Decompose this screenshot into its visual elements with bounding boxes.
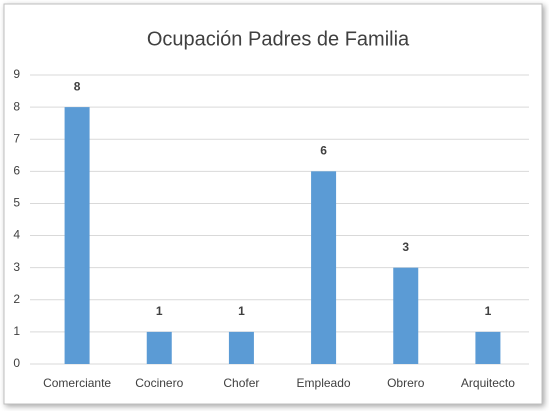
bar <box>475 331 501 364</box>
data-label: 3 <box>402 240 409 254</box>
bar <box>228 331 254 364</box>
y-tick-label: 7 <box>13 131 20 145</box>
chart-frame <box>3 3 543 405</box>
x-tick-label: Chofer <box>223 376 259 390</box>
x-tick-label: Cocinero <box>135 376 183 390</box>
data-label: 1 <box>156 304 163 318</box>
y-tick-label: 5 <box>13 196 20 210</box>
y-tick-label: 4 <box>13 228 20 242</box>
data-label: 6 <box>320 144 327 158</box>
data-label: 1 <box>485 304 492 318</box>
y-tick-label: 1 <box>13 324 20 338</box>
y-tick-label: 3 <box>13 260 20 274</box>
data-label: 8 <box>74 79 81 93</box>
x-tick-label: Comerciante <box>43 376 111 390</box>
y-tick-label: 6 <box>13 164 20 178</box>
y-tick-label: 9 <box>13 67 20 81</box>
bar <box>64 107 90 364</box>
data-label: 1 <box>238 304 245 318</box>
x-tick-label: Arquitecto <box>461 376 515 390</box>
bar <box>146 331 172 364</box>
x-tick-label: Empleado <box>297 376 351 390</box>
chart-title: Ocupación Padres de Familia <box>147 28 410 50</box>
y-tick-label: 8 <box>13 99 20 113</box>
x-tick-label: Obrero <box>387 376 425 390</box>
bar <box>311 171 337 364</box>
y-tick-label: 2 <box>13 292 20 306</box>
y-tick-label: 0 <box>13 356 20 370</box>
bar <box>393 267 419 364</box>
